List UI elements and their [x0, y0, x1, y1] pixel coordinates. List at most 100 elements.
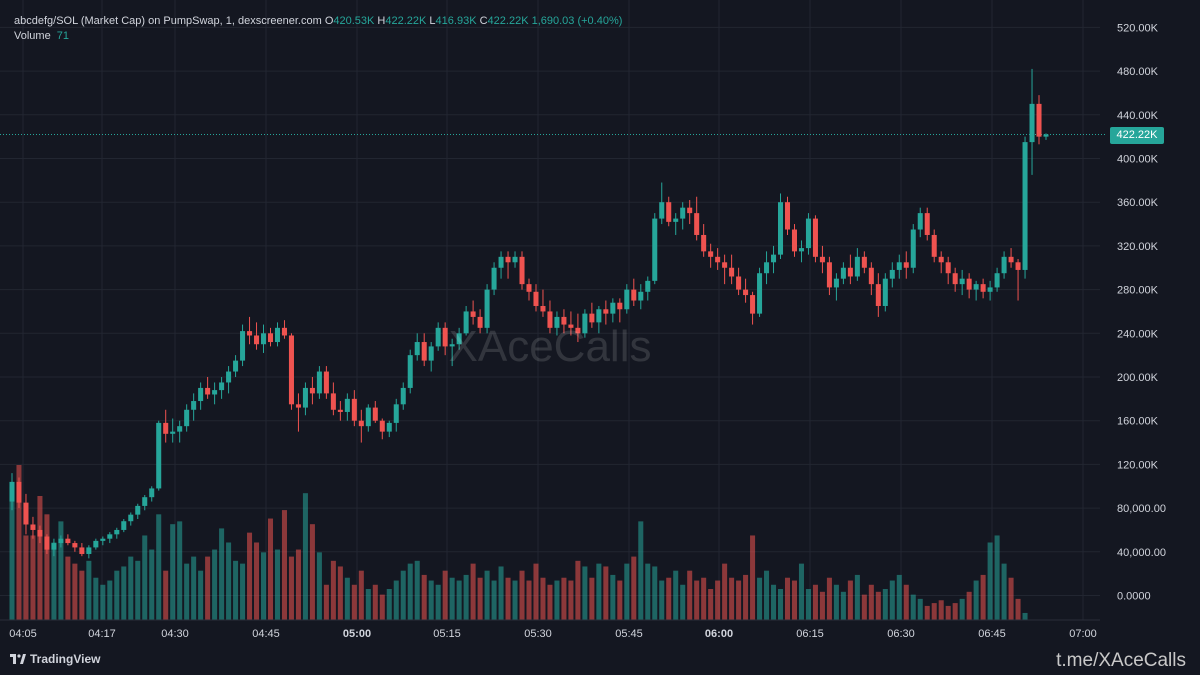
volume-bar: [568, 580, 574, 620]
volume-bar: [72, 563, 78, 620]
volume-bar: [484, 570, 490, 620]
candle-body: [281, 327, 287, 336]
candle-body: [729, 267, 735, 277]
volume-bar: [16, 465, 22, 620]
candle-body: [219, 382, 225, 391]
volume-bar: [945, 605, 951, 620]
volume-bar: [170, 524, 176, 620]
candle-body: [288, 335, 294, 405]
candle-body: [687, 207, 693, 214]
candle-body: [638, 291, 644, 301]
symbol-header: abcdefg/SOL (Market Cap) on PumpSwap, 1,…: [14, 15, 622, 27]
candle-body: [114, 529, 120, 535]
price-tick-label: 520.00K: [1117, 22, 1159, 34]
volume-bar: [847, 580, 853, 620]
volume-bar: [540, 577, 546, 620]
candle-body: [128, 514, 134, 522]
candle-body: [351, 398, 357, 421]
candle-body: [233, 360, 239, 372]
price-tick-label: 440.00K: [1117, 110, 1159, 122]
volume-bar: [840, 591, 846, 620]
tradingview-branding[interactable]: TradingView: [10, 652, 100, 666]
volume-bar: [449, 577, 455, 620]
candle-body: [882, 278, 888, 306]
volume-bar: [316, 552, 322, 620]
candle-body: [777, 202, 784, 255]
telegram-link[interactable]: t.me/XAceCalls: [1056, 650, 1186, 671]
candle-body: [994, 273, 1000, 288]
candle-body: [701, 234, 707, 252]
candle-body: [547, 311, 553, 328]
volume-bar: [896, 574, 902, 620]
candle-body: [645, 280, 651, 292]
candle-body: [435, 327, 441, 347]
volume-bar: [309, 524, 315, 620]
volume-bar: [750, 535, 756, 620]
volume-bar: [680, 584, 686, 620]
candle-body: [624, 289, 630, 310]
time-tick-label: 06:00: [705, 628, 733, 640]
volume-bar: [666, 577, 672, 620]
candle-body: [596, 309, 602, 323]
volume-bar: [854, 574, 860, 620]
close-label: C: [479, 15, 488, 27]
time-tick-label: 05:30: [524, 628, 552, 640]
candle-body: [952, 273, 958, 285]
volume-bar: [421, 574, 427, 620]
price-tick-label: 160.00K: [1117, 416, 1159, 428]
price-tick-label: 40,000.00: [1117, 547, 1166, 559]
candle-body: [205, 387, 211, 395]
candle-body: [917, 213, 923, 230]
candle-body: [135, 505, 141, 515]
candle-body: [791, 229, 798, 252]
volume-bar: [861, 594, 867, 620]
price-tick-label: 280.00K: [1117, 285, 1159, 297]
candle-body: [694, 213, 700, 235]
candle-body: [442, 327, 448, 347]
candle-body: [631, 289, 637, 301]
volume-bar: [812, 584, 818, 620]
candle-body: [1008, 256, 1014, 263]
candle-body: [708, 251, 714, 257]
candle-body: [945, 262, 951, 274]
volume-bar: [610, 574, 616, 620]
volume-bar: [638, 521, 644, 620]
candle-body: [142, 497, 148, 506]
candle-body: [1029, 103, 1035, 143]
candle-body: [554, 316, 560, 328]
volume-bar: [1008, 577, 1014, 620]
volume-bar: [121, 566, 127, 620]
volume-bar: [58, 521, 64, 620]
volume-bar: [330, 560, 336, 620]
volume-bar: [561, 577, 567, 620]
candle-body: [889, 269, 895, 279]
candle-body: [477, 316, 483, 328]
volume-bar: [344, 577, 350, 620]
volume-bar: [1022, 612, 1028, 620]
volume-bar: [191, 556, 197, 620]
volume-bar: [23, 535, 29, 620]
volume-bar: [463, 574, 469, 620]
candle-body: [386, 422, 392, 432]
candle-body: [400, 387, 406, 405]
volume-bar: [351, 584, 357, 620]
candle-body: [610, 302, 616, 314]
candle-body: [491, 267, 497, 290]
volume-bar: [30, 535, 36, 620]
candle-body: [512, 256, 518, 263]
volume-bar: [784, 577, 791, 620]
candle-body: [966, 278, 972, 290]
low-value: 416.93K: [435, 15, 477, 27]
volume-bar: [128, 556, 134, 620]
volume-bar: [617, 580, 623, 620]
volume-bar: [44, 514, 50, 620]
candle-body: [805, 218, 811, 249]
volume-bar: [491, 580, 497, 620]
volume-bar: [659, 580, 665, 620]
candle-body: [302, 387, 308, 408]
volume-bar: [708, 589, 714, 620]
volume-bar: [281, 510, 287, 620]
volume-bar: [624, 563, 630, 620]
